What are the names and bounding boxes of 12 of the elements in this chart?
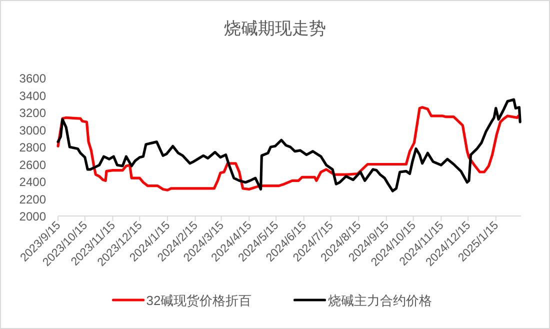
y-tick-label: 2800 <box>19 140 46 154</box>
legend-label: 32碱现货价格折百 <box>146 293 252 308</box>
y-tick-label: 2200 <box>19 192 46 206</box>
y-tick-label: 3000 <box>19 123 46 138</box>
y-tick-label: 3400 <box>19 88 46 103</box>
legend-label: 烧碱主力合约价格 <box>328 293 432 308</box>
y-tick-label: 2600 <box>19 158 46 172</box>
y-tick-label: 2400 <box>19 175 46 189</box>
y-tick-label: 3600 <box>19 72 46 86</box>
chart-title: 烧碱期现走势 <box>224 19 326 38</box>
y-tick-label: 2000 <box>19 210 46 224</box>
y-tick-label: 3200 <box>19 106 46 120</box>
